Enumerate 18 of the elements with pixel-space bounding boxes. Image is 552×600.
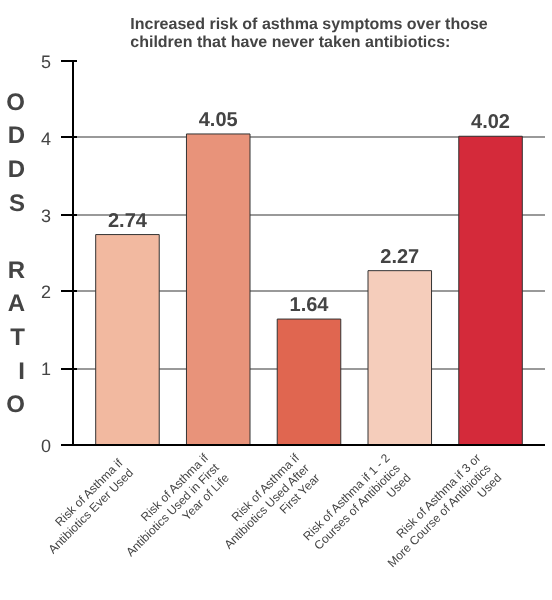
y-tick-label: 0 (40, 436, 52, 456)
bar (185, 133, 251, 445)
data-label: 2.27 (380, 246, 421, 269)
bar (458, 135, 523, 445)
bar (95, 234, 160, 445)
data-label: 1.64 (289, 295, 330, 318)
data-label: 4.05 (198, 109, 239, 132)
chart-title: Increased risk of asthma symptoms over those children that have never taken antibiotics: (130, 15, 489, 51)
bar (276, 318, 342, 445)
y-tick-label: 1 (40, 359, 52, 380)
y-tick-label: 2 (40, 282, 52, 303)
text: ODDS RATIO (6, 87, 26, 419)
data-label: 2.74 (108, 210, 148, 233)
y-tick-label: 4 (40, 128, 52, 149)
bar (367, 270, 433, 445)
y-tick-label: 5 (40, 52, 52, 72)
data-label: 4.02 (471, 112, 511, 135)
y-tick-label: 3 (40, 205, 52, 226)
